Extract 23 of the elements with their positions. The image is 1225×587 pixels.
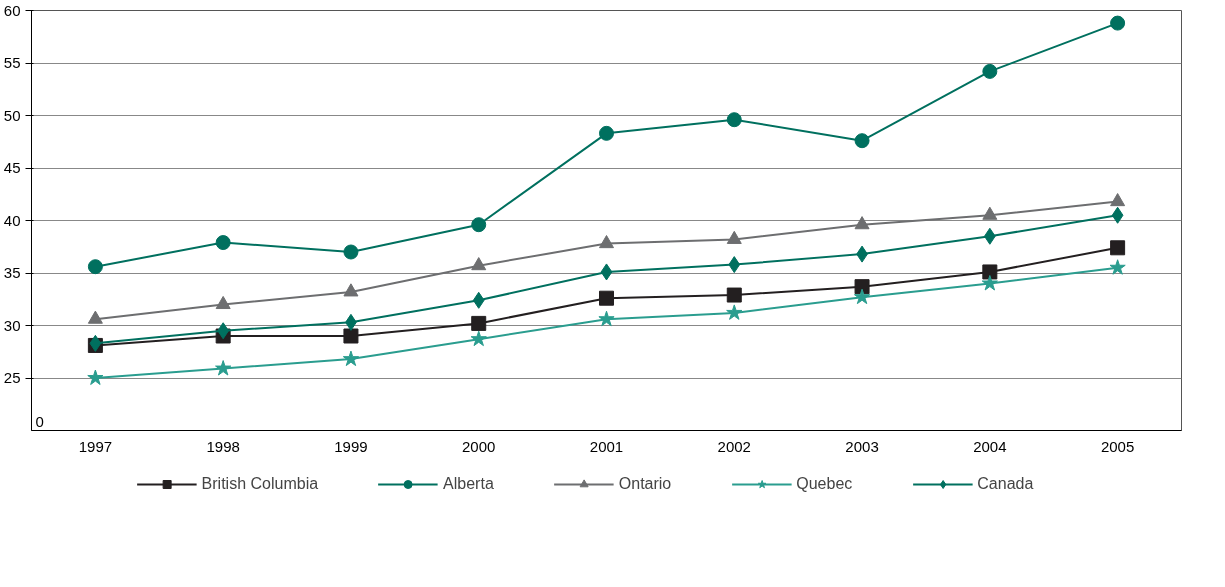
legend-label: Ontario xyxy=(618,475,672,493)
x-tick-label: 2002 xyxy=(717,437,751,455)
x-tick-label: 2004 xyxy=(973,437,1007,455)
annotation: 0 xyxy=(35,412,44,430)
legend-label: Canada xyxy=(977,475,1034,493)
y-tick-label: 60 xyxy=(3,1,21,19)
legend-label: British Columbia xyxy=(201,475,319,493)
y-tick-label: 35 xyxy=(3,264,21,281)
x-tick-label: 1997 xyxy=(78,437,113,455)
x-tick-label: 2001 xyxy=(589,437,624,455)
x-tick-label: 2005 xyxy=(1100,437,1135,455)
legend-label: Quebec xyxy=(796,475,853,493)
legend-label: Alberta xyxy=(443,475,494,493)
y-tick-label: 50 xyxy=(3,106,21,124)
x-tick-label: 2003 xyxy=(845,437,879,455)
x-tick-label: 1998 xyxy=(206,437,240,455)
y-tick-label: 45 xyxy=(3,159,21,176)
y-tick-label: 55 xyxy=(3,54,21,71)
y-tick-label: 25 xyxy=(3,369,21,386)
x-tick-label: 1999 xyxy=(334,437,368,455)
y-tick-label: 40 xyxy=(3,211,21,229)
y-tick-label: 30 xyxy=(3,316,21,334)
x-tick-label: 2000 xyxy=(462,437,496,455)
